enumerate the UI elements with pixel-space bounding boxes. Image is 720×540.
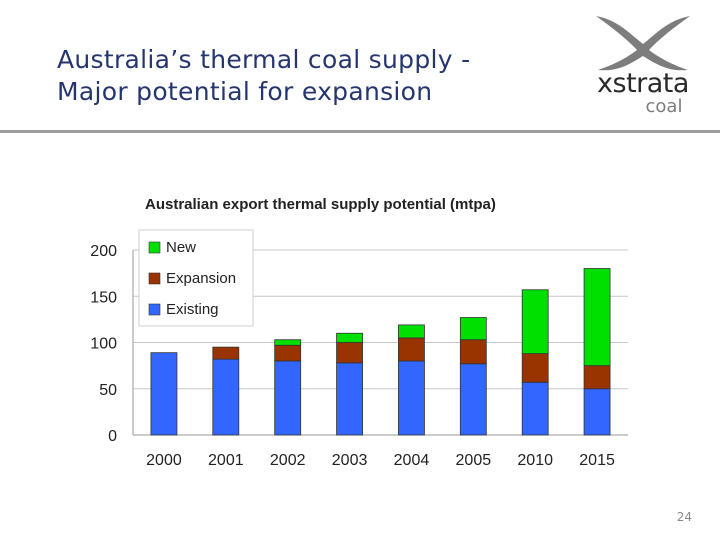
x-tick-label: 2005 bbox=[456, 452, 492, 469]
supply-chart: Australian export thermal supply potenti… bbox=[90, 196, 628, 469]
bar-expansion-2010 bbox=[521, 353, 549, 383]
bar-new-2010 bbox=[521, 289, 549, 355]
bar-new-2004 bbox=[398, 324, 425, 339]
bar-new-2015 bbox=[583, 268, 611, 367]
page-number: 24 bbox=[676, 510, 692, 524]
x-tick-label: 2003 bbox=[332, 452, 368, 469]
logo-wordmark: xstrata bbox=[597, 68, 689, 99]
bar-expansion-2003 bbox=[336, 342, 363, 364]
bar-existing-2004 bbox=[398, 360, 425, 436]
chart-title: Australian export thermal supply potenti… bbox=[145, 196, 496, 213]
bar-existing-2000 bbox=[150, 352, 178, 436]
bar-new-2002 bbox=[274, 339, 302, 346]
x-tick-label: 2001 bbox=[208, 452, 244, 469]
bar-new-2005 bbox=[459, 317, 487, 341]
y-tick-label: 50 bbox=[99, 382, 117, 399]
legend-label-expansion: Expansion bbox=[166, 270, 236, 287]
legend-label-existing: Existing bbox=[166, 301, 219, 318]
bar-existing-2002 bbox=[274, 360, 302, 436]
bar-new-2003 bbox=[336, 332, 363, 343]
bar-expansion-2015 bbox=[583, 365, 611, 390]
title-line-1: Australia’s thermal coal supply - bbox=[57, 45, 471, 74]
bar-existing-2010 bbox=[521, 381, 549, 436]
logo-subtext: coal bbox=[646, 96, 683, 116]
y-tick-label: 200 bbox=[90, 243, 117, 260]
xstrata-logo: xstrata coal bbox=[596, 16, 690, 116]
x-tick-label: 2010 bbox=[517, 452, 553, 469]
title-line-2: Major potential for expansion bbox=[57, 77, 433, 106]
y-tick-label: 150 bbox=[90, 289, 117, 306]
bar-expansion-2005 bbox=[459, 339, 487, 365]
x-tick-label: 2004 bbox=[394, 452, 430, 469]
bar-expansion-2004 bbox=[398, 337, 425, 362]
legend-swatch-new bbox=[148, 241, 161, 254]
legend-label-new: New bbox=[166, 239, 196, 256]
y-tick-label: 100 bbox=[90, 336, 117, 353]
xstrata-x-logo-icon bbox=[596, 16, 690, 71]
bar-existing-2005 bbox=[459, 363, 487, 436]
x-tick-label: 2002 bbox=[270, 452, 306, 469]
legend-swatch-expansion bbox=[148, 272, 161, 285]
bar-existing-2003 bbox=[336, 362, 363, 436]
x-tick-label: 2000 bbox=[146, 452, 182, 469]
legend-swatch-existing bbox=[148, 303, 161, 316]
x-tick-label: 2015 bbox=[579, 452, 615, 469]
bar-expansion-2002 bbox=[274, 344, 302, 362]
slide-title: Australia’s thermal coal supply - Major … bbox=[57, 44, 470, 108]
y-tick-label: 0 bbox=[108, 428, 117, 445]
title-divider bbox=[0, 130, 720, 133]
bar-existing-2015 bbox=[583, 388, 611, 436]
bar-expansion-2001 bbox=[212, 346, 240, 360]
bar-existing-2001 bbox=[212, 358, 240, 436]
